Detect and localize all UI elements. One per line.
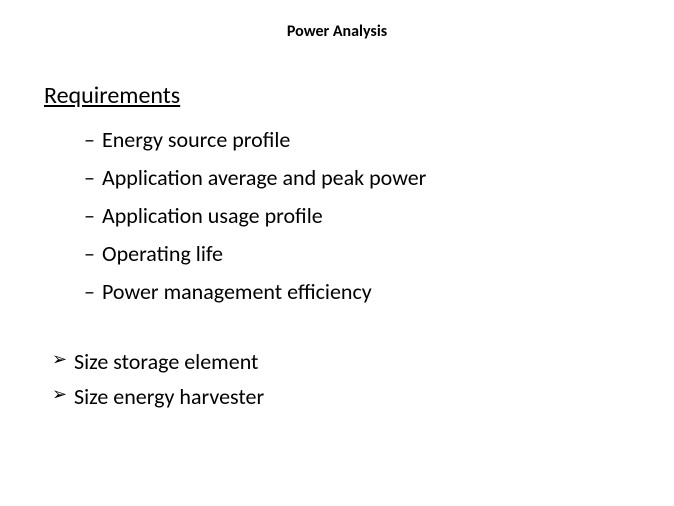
list-item: Application usage profile bbox=[102, 200, 674, 232]
outcomes-list: Size storage element Size energy harvest… bbox=[44, 313, 674, 413]
list-item: Energy source profile bbox=[102, 124, 674, 156]
list-item: Size energy harvester bbox=[52, 382, 674, 413]
list-item: Power management efficiency bbox=[102, 276, 674, 308]
requirements-list: Energy source profile Application averag… bbox=[44, 124, 674, 307]
list-item: Application average and peak power bbox=[102, 162, 674, 194]
slide-title: Power Analysis bbox=[0, 0, 674, 49]
list-item: Size storage element bbox=[52, 347, 674, 378]
list-item: Operating life bbox=[102, 238, 674, 270]
content-area: Requirements Energy source profile Appli… bbox=[0, 49, 674, 413]
section-heading: Requirements bbox=[44, 81, 674, 110]
